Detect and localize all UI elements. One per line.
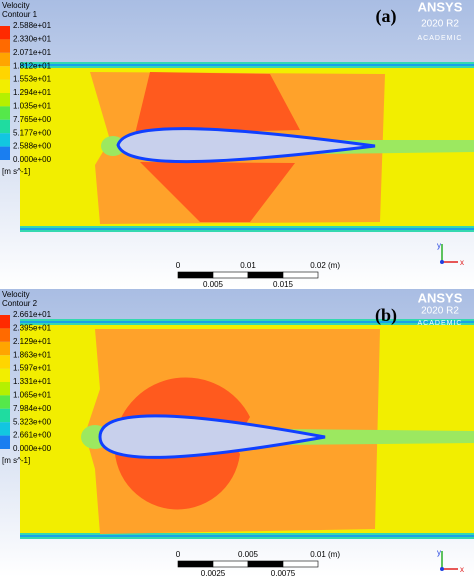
legend-name: Contour 1	[2, 10, 38, 19]
legend-label: 2.661e+00	[13, 431, 52, 440]
legend-band	[0, 382, 10, 396]
logo-version: 2020 R2	[421, 19, 459, 30]
scale-segment	[212, 271, 249, 279]
legend-band	[0, 39, 10, 53]
legend-band	[0, 119, 10, 134]
legend-name: Contour 2	[2, 299, 38, 308]
triad-label: y	[437, 548, 441, 557]
legend-band	[0, 79, 10, 93]
legend-label: 1.294e+01	[13, 88, 52, 97]
legend-band	[0, 66, 10, 80]
legend-band	[0, 355, 10, 369]
legend-band	[0, 408, 10, 423]
scale-label: 0.0025	[201, 569, 226, 577]
legend-band	[0, 315, 10, 329]
logo-brand: ANSYS	[418, 0, 463, 14]
legend-band	[0, 328, 10, 342]
legend-band	[0, 93, 10, 107]
triad-label: y	[437, 241, 441, 250]
scale-unit: (m)	[328, 261, 340, 270]
panel-label: (a)	[376, 6, 397, 27]
legend-band	[0, 395, 10, 409]
scale-label: 0.005	[203, 280, 224, 289]
scale-segment	[177, 560, 214, 568]
legend-label: 1.553e+01	[13, 75, 52, 84]
wall	[20, 64, 474, 66]
scale-label: 0	[176, 261, 181, 270]
wake	[280, 429, 474, 445]
triad-origin	[440, 567, 444, 571]
legend-label: 1.812e+01	[13, 61, 52, 70]
scale-label: 0.005	[238, 550, 259, 559]
legend-label: 0.000e+00	[13, 444, 52, 453]
legend-band	[0, 52, 10, 67]
legend-label: 2.588e+01	[13, 21, 52, 30]
scale-segment	[247, 271, 284, 279]
scale-segment	[247, 560, 284, 568]
scale-segment	[177, 271, 214, 279]
legend-label: 2.330e+01	[13, 35, 52, 44]
legend-label: 2.071e+01	[13, 48, 52, 57]
wall	[20, 321, 474, 323]
triad-label: x	[460, 258, 464, 267]
airfoil	[116, 127, 376, 164]
legend-band	[0, 341, 10, 356]
legend-band	[0, 422, 10, 436]
wall	[20, 535, 474, 537]
legend-label: 2.588e+00	[13, 142, 52, 151]
legend-band	[0, 133, 10, 147]
logo-edition: ACADEMIC	[418, 320, 463, 327]
scale-label: 0.01	[240, 261, 256, 270]
scale-segment	[282, 560, 319, 568]
contour-red	[135, 72, 300, 134]
legend-label: 2.129e+01	[13, 337, 52, 346]
legend-title: Velocity	[2, 290, 30, 299]
logo-brand: ANSYS	[418, 290, 463, 305]
wall	[20, 228, 474, 230]
legend-label: 5.177e+00	[13, 128, 52, 137]
scale-unit: (m)	[328, 550, 340, 559]
legend-label: 7.765e+00	[13, 115, 52, 124]
logo-version: 2020 R2	[421, 306, 459, 317]
scale-label: 0.0075	[271, 569, 296, 577]
legend-label: 1.597e+01	[13, 364, 52, 373]
legend-label: 1.065e+01	[13, 391, 52, 400]
legend-label: 2.395e+01	[13, 324, 52, 333]
legend-title: Velocity	[2, 1, 30, 10]
panel-label: (b)	[375, 305, 397, 326]
triad-label: x	[460, 565, 464, 574]
legend-band	[0, 146, 10, 160]
scale-label: 0.015	[273, 280, 294, 289]
legend-label: 1.863e+01	[13, 350, 52, 359]
legend-unit: [m s^-1]	[2, 167, 30, 176]
scale-label: 0.01	[310, 550, 326, 559]
legend-band	[0, 368, 10, 382]
legend-label: 0.000e+00	[13, 155, 52, 164]
legend-band	[0, 26, 10, 40]
legend-label: 7.984e+00	[13, 404, 52, 413]
scale-segment	[282, 271, 319, 279]
scale-label: 0	[176, 550, 181, 559]
legend-label: 2.661e+01	[13, 310, 52, 319]
legend-band	[0, 435, 10, 449]
logo-edition: ACADEMIC	[418, 35, 463, 42]
legend-label: 1.331e+01	[13, 377, 52, 386]
legend-label: 1.035e+01	[13, 102, 52, 111]
legend-band	[0, 106, 10, 120]
legend-label: 5.323e+00	[13, 417, 52, 426]
scale-label: 0.02	[310, 261, 326, 270]
contour-red	[140, 162, 295, 222]
legend-unit: [m s^-1]	[2, 456, 30, 465]
scale-segment	[212, 560, 249, 568]
triad-origin	[440, 260, 444, 264]
airfoil	[98, 414, 326, 459]
